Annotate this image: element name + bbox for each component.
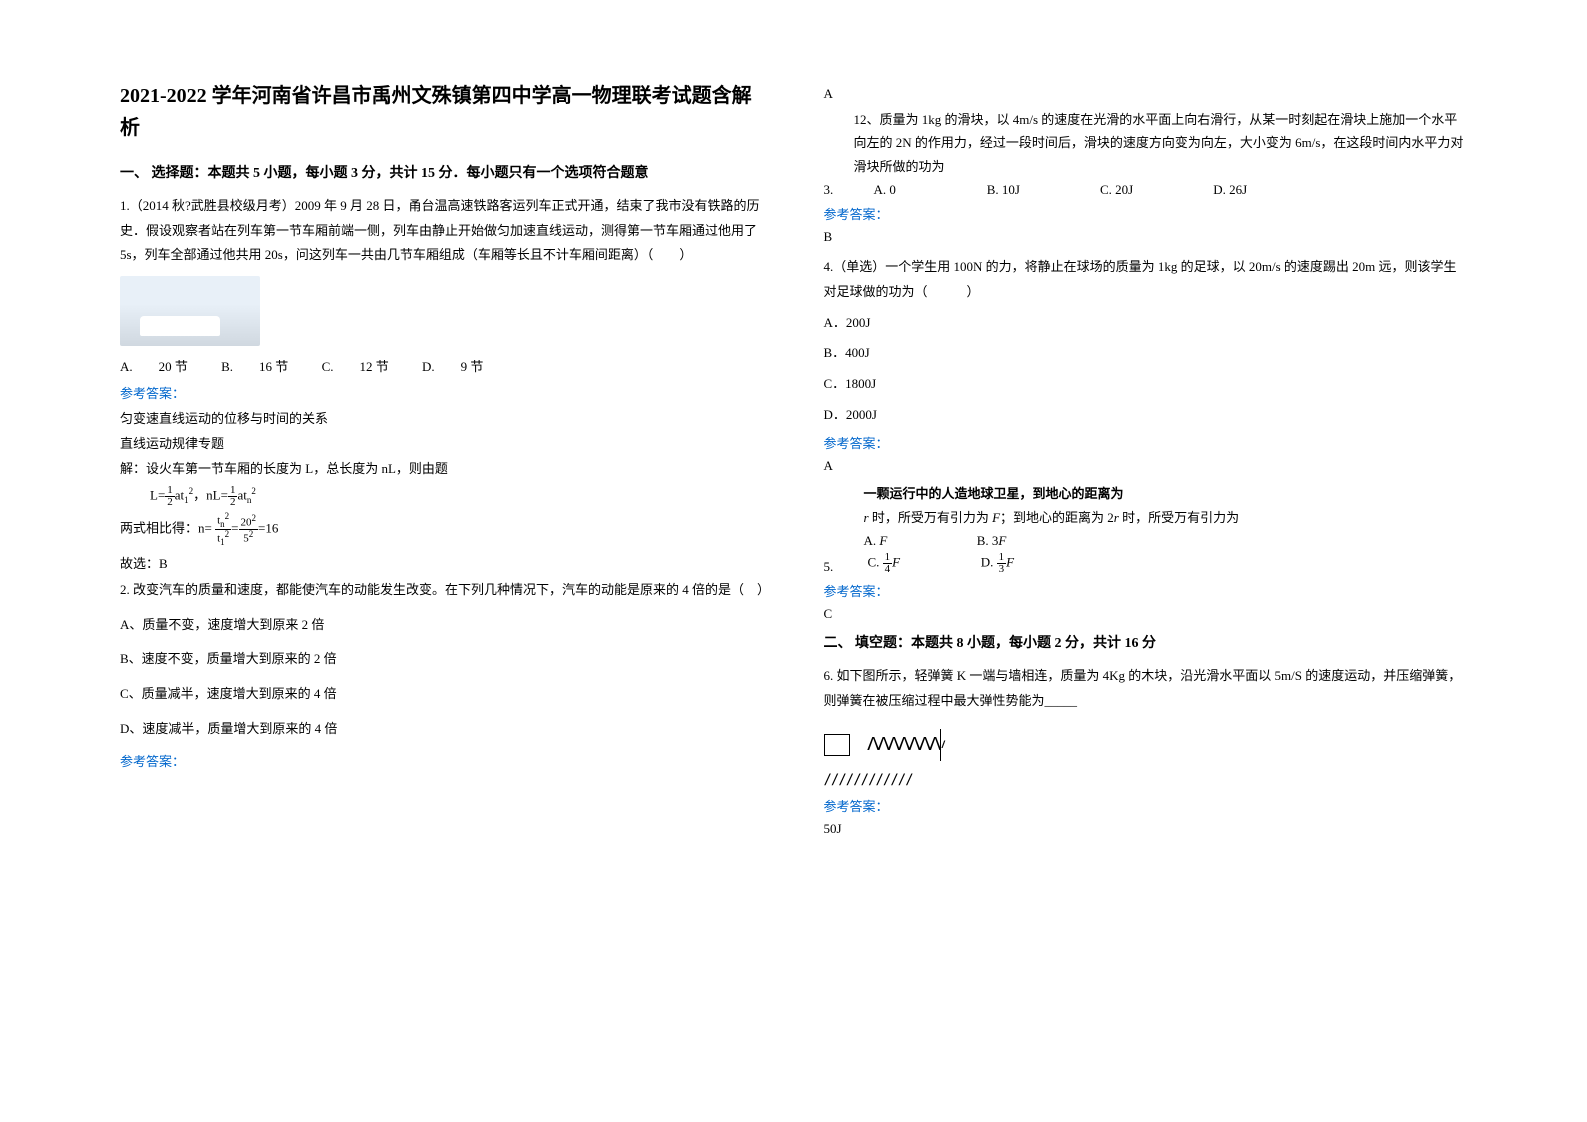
ground-hatch: //////////// <box>824 772 1468 788</box>
q3-embedded: 12、质量为 1kg 的滑块，以 4m/s 的速度在光滑的水平面上向右滑行，从某… <box>854 108 1468 178</box>
section-1-header: 一、 选择题：本题共 5 小题，每小题 3 分，共计 15 分．每小题只有一个选… <box>120 162 764 182</box>
q6-answer-label: 参考答案： <box>824 796 1468 815</box>
q6-answer: 50J <box>824 821 1468 837</box>
train-image <box>120 276 260 346</box>
q1-opt-a: A. 20 节 <box>120 356 188 375</box>
left-column: 2021-2022 学年河南省许昌市禹州文殊镇第四中学高一物理联考试题含解析 一… <box>100 80 794 1082</box>
q5-line1: 一颗运行中的人造地球卫星，到地心的距离为 <box>864 482 1468 505</box>
q2-answer: A <box>824 86 1468 102</box>
q1-answer-label: 参考答案： <box>120 383 764 402</box>
q12-label: 12、 <box>854 112 880 127</box>
spring-diagram: ᐱᐱᐱᐱᐱᐱᐱ/// <box>824 720 964 770</box>
q2-opt-d: D、速度减半，质量增大到原来的 4 倍 <box>120 717 764 742</box>
q1-opt-b: B. 16 节 <box>221 356 288 375</box>
q5-line2: r 时，所受万有引力为 F；到地心的距离为 2r 时，所受万有引力为 <box>864 506 1468 529</box>
q3-num: 3. <box>824 182 844 198</box>
q6-text: 6. 如下图所示，轻弹簧 K 一端与墙相连，质量为 4Kg 的木块，沿光滑水平面… <box>824 664 1468 713</box>
q4-opt-a: A．200J <box>824 311 1468 336</box>
q2-opt-b: B、速度不变，质量增大到原来的 2 倍 <box>120 647 764 672</box>
section-2-header: 二、 填空题：本题共 8 小题，每小题 2 分，共计 16 分 <box>824 632 1468 652</box>
q1-expl-1: 匀变速直线运动的位移与时间的关系 <box>120 408 764 427</box>
q4-opt-c: C．1800J <box>824 372 1468 397</box>
q3-opt-c: C. 20J <box>1100 182 1210 198</box>
q4-answer: A <box>824 458 1468 474</box>
q2-answer-label: 参考答案： <box>120 751 764 770</box>
q1-opt-d: D. 9 节 <box>422 356 483 375</box>
q3-answer: B <box>824 229 1468 245</box>
q12-text: 质量为 1kg 的滑块，以 4m/s 的速度在光滑的水平面上向右滑行，从某一时刻… <box>854 112 1464 174</box>
q3-opt-a: A. 0 <box>874 182 984 198</box>
q4-opt-d: D．2000J <box>824 403 1468 428</box>
right-column: A 12、质量为 1kg 的滑块，以 4m/s 的速度在光滑的水平面上向右滑行，… <box>794 80 1488 1082</box>
q4-answer-label: 参考答案： <box>824 433 1468 452</box>
q3-opt-d: D. 26J <box>1213 182 1323 198</box>
q3-answer-label: 参考答案： <box>824 204 1468 223</box>
q5-opts-row1: A. F B. 3F <box>864 529 1468 552</box>
q1-formula-1: L=12at12，nL=12atn2 <box>150 483 764 508</box>
q5-answer-label: 参考答案： <box>824 581 1468 600</box>
q4-opt-b: B．400J <box>824 341 1468 366</box>
q5-num: 5. <box>824 559 844 575</box>
q3-opt-b: B. 10J <box>987 182 1097 198</box>
exam-title: 2021-2022 学年河南省许昌市禹州文殊镇第四中学高一物理联考试题含解析 <box>120 80 764 144</box>
q2-text: 2. 改变汽车的质量和速度，都能使汽车的动能发生改变。在下列几种情况下，汽车的动… <box>120 578 764 603</box>
q2-opt-c: C、质量减半，速度增大到原来的 4 倍 <box>120 682 764 707</box>
q1-text: 1.（2014 秋?武胜县校级月考）2009 年 9 月 28 日，甬台温高速铁… <box>120 194 764 268</box>
q1-formula-label: 两式相比得：n= <box>120 521 212 536</box>
q5-answer: C <box>824 606 1468 622</box>
q4-text: 4.（单选）一个学生用 100N 的力，将静止在球场的质量为 1kg 的足球，以… <box>824 255 1468 304</box>
q1-opt-c: C. 12 节 <box>322 356 389 375</box>
q1-expl-4: 故选：B <box>120 553 764 572</box>
q1-expl-2: 直线运动规律专题 <box>120 433 764 452</box>
q1-options: A. 20 节 B. 16 节 C. 12 节 D. 9 节 <box>120 356 764 375</box>
q3-row: 3. A. 0 B. 10J C. 20J D. 26J <box>824 182 1468 198</box>
q1-expl-3: 解：设火车第一节车厢的长度为 L，总长度为 nL，则由题 <box>120 458 764 477</box>
q5-block: 一颗运行中的人造地球卫星，到地心的距离为 r 时，所受万有引力为 F；到地心的距… <box>864 482 1468 552</box>
q2-opt-a: A、质量不变，速度增大到原来 2 倍 <box>120 613 764 638</box>
q1-formula-2: 两式相比得：n= tn2t12=20252=16 <box>120 512 764 547</box>
q5-row2: 5. C. 14F D. 13F <box>824 552 1468 575</box>
